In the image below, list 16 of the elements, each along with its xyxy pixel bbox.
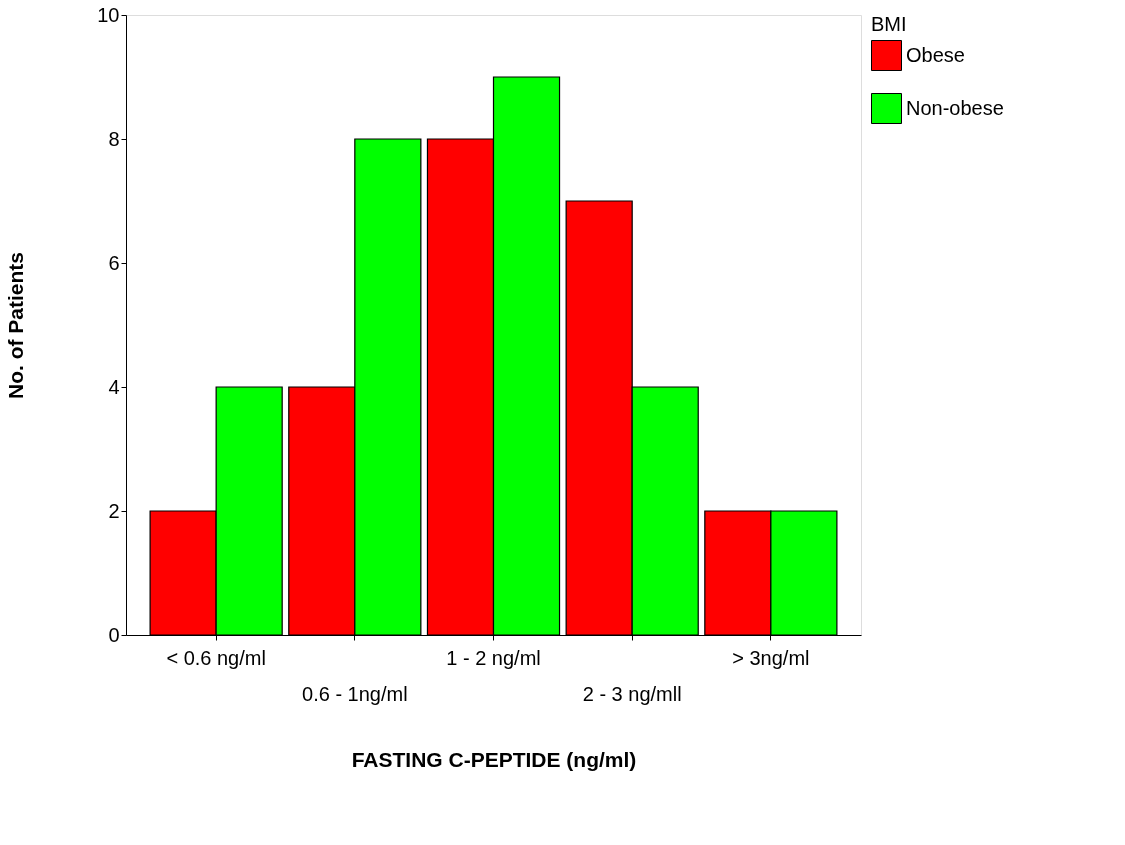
x-tick-label: 0.6 - 1ng/ml xyxy=(302,682,408,705)
y-tick-label: 10 xyxy=(97,3,120,26)
legend-label: Non-obese xyxy=(906,96,1004,119)
legend-label: Obese xyxy=(906,43,965,66)
y-tick-label: 0 xyxy=(108,623,120,646)
x-axis-title: FASTING C-PEPTIDE (ng/ml) xyxy=(351,747,637,771)
y-tick-label: 6 xyxy=(108,251,120,274)
x-tick-label: 2 - 3 ng/mll xyxy=(582,682,682,705)
y-tick-label: 2 xyxy=(108,499,120,522)
y-tick-label: 4 xyxy=(108,375,120,398)
y-axis-title: No. of Patients xyxy=(4,251,28,400)
x-tick-label: > 3ng/ml xyxy=(732,646,810,669)
x-tick-label: < 0.6 ng/ml xyxy=(166,646,266,669)
y-tick-label: 8 xyxy=(108,127,120,150)
legend-title: BMI xyxy=(871,13,907,35)
x-tick-label: 1 - 2 ng/ml xyxy=(446,646,541,669)
